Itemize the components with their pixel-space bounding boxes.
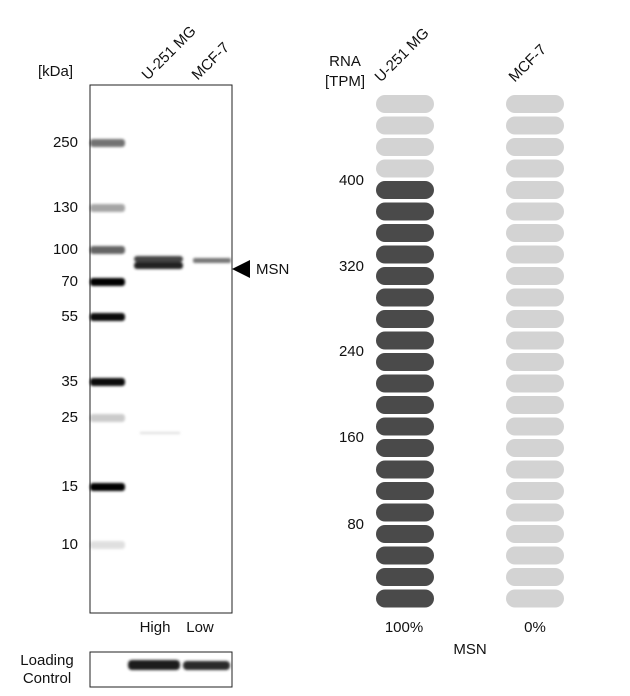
rna-pill xyxy=(506,116,564,135)
expression-label: High xyxy=(140,619,171,636)
marker-label: 250 xyxy=(53,134,78,151)
percentage-label: 100% xyxy=(385,619,423,636)
rna-pill xyxy=(376,159,434,178)
marker-label: 35 xyxy=(61,373,78,390)
rna-pill xyxy=(506,224,564,242)
rna-pill xyxy=(506,503,564,522)
rna-pill xyxy=(376,482,434,500)
rna-pill xyxy=(506,460,564,479)
marker-label: 130 xyxy=(53,199,78,216)
loading-bands xyxy=(128,660,230,670)
rna-pill xyxy=(376,245,434,264)
rna-pill xyxy=(506,95,564,113)
rna-pill xyxy=(376,503,434,522)
gene-label: MSN xyxy=(453,641,486,658)
ladder-band xyxy=(90,246,125,254)
rna-tick-label: 240 xyxy=(339,343,364,360)
rna-pill xyxy=(376,310,434,328)
blot-frame xyxy=(89,84,233,614)
rna-pill xyxy=(376,439,434,457)
ladder-band xyxy=(90,414,125,422)
rna-pill xyxy=(376,288,434,307)
rna-pill xyxy=(376,224,434,242)
ladder-band xyxy=(90,378,125,386)
rna-pill xyxy=(506,417,564,436)
rna-pill xyxy=(376,95,434,113)
expression-label: Low xyxy=(186,619,214,636)
rna-tick-label: 160 xyxy=(339,429,364,446)
target-label: MSN xyxy=(256,261,289,278)
rna-tick-label: 320 xyxy=(339,258,364,275)
ladder-band xyxy=(90,204,125,212)
loading-label: Loading xyxy=(20,652,73,669)
rna-pill xyxy=(376,181,434,199)
rna-pill xyxy=(376,525,434,543)
ladder-band xyxy=(90,313,125,321)
rna-axis-title: RNA xyxy=(329,53,361,70)
ladder-band xyxy=(90,541,125,549)
marker-label: 10 xyxy=(61,536,78,553)
rna-pill xyxy=(506,589,564,608)
marker-label: 25 xyxy=(61,409,78,426)
rna-pill xyxy=(376,589,434,608)
rna-tick-label: 80 xyxy=(347,516,364,533)
rna-pill xyxy=(506,482,564,500)
loading-label: Control xyxy=(23,670,71,687)
rna-pill xyxy=(376,202,434,221)
rna-pill xyxy=(506,525,564,543)
rna-pill xyxy=(376,374,434,393)
percentage-label: 0% xyxy=(524,619,546,636)
rna-pill xyxy=(506,245,564,264)
rna-pill xyxy=(506,546,564,565)
rna-pill xyxy=(506,159,564,178)
rna-pill xyxy=(506,396,564,414)
rna-pill xyxy=(506,288,564,307)
rna-pill xyxy=(376,267,434,285)
cell-line-label: MCF-7 xyxy=(506,41,550,85)
marker-label: 15 xyxy=(61,478,78,495)
cell-line-label: U-251 MG xyxy=(372,25,433,86)
rna-pill xyxy=(506,353,564,371)
marker-label: 55 xyxy=(61,308,78,325)
rna-axis-title: [TPM] xyxy=(325,73,365,90)
rna-pill xyxy=(506,374,564,393)
rna-pill xyxy=(376,353,434,371)
unit-label: [kDa] xyxy=(38,63,73,80)
rna-pill xyxy=(376,116,434,135)
rna-tick-label: 400 xyxy=(339,172,364,189)
ladder-band xyxy=(90,483,125,491)
rna-pill xyxy=(376,138,434,156)
ladder-band xyxy=(90,278,125,286)
rna-pill xyxy=(506,568,564,586)
rna-pill xyxy=(506,331,564,350)
rna-pill xyxy=(376,417,434,436)
rna-pill xyxy=(506,310,564,328)
rna-pill xyxy=(506,439,564,457)
marker-label: 100 xyxy=(53,241,78,258)
rna-pill xyxy=(376,396,434,414)
rna-pill xyxy=(376,460,434,479)
rna-pill xyxy=(506,202,564,221)
rna-pill xyxy=(376,331,434,350)
rna-pill xyxy=(376,546,434,565)
rna-pill xyxy=(506,267,564,285)
rna-pill xyxy=(506,138,564,156)
lane-label: MCF-7 xyxy=(189,39,233,83)
marker-label: 70 xyxy=(61,273,78,290)
ladder-band xyxy=(90,139,125,147)
rna-pill xyxy=(506,181,564,199)
sample-bands xyxy=(134,256,231,434)
rna-pill xyxy=(376,568,434,586)
target-arrow xyxy=(232,260,250,278)
